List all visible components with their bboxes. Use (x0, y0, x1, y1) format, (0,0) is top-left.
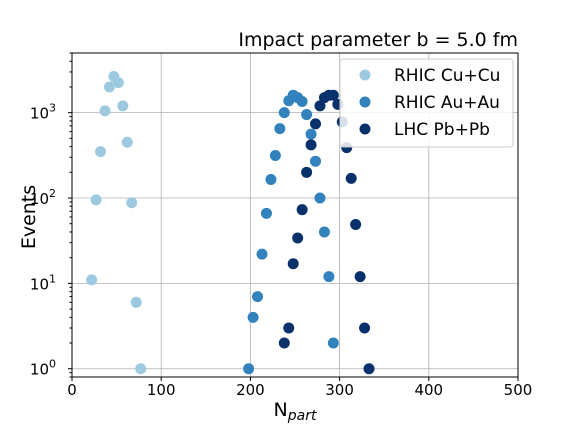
data-point-series-1 (121, 136, 133, 148)
legend-marker (359, 96, 371, 108)
data-point-series-3 (283, 322, 295, 334)
data-point-series-3 (359, 322, 371, 334)
data-point-series-1 (86, 274, 98, 286)
legend: RHIC Cu+Cu RHIC Au+Au LHC Pb+Pb (339, 58, 514, 148)
y-tick-label: 103 (30, 102, 56, 123)
legend-label: RHIC Cu+Cu (394, 66, 500, 86)
data-point-series-2 (305, 128, 317, 140)
x-tick-label: 300 (325, 381, 354, 399)
data-point-series-2 (318, 226, 330, 238)
x-tick-label: 0 (67, 381, 77, 399)
data-point-series-3 (305, 139, 317, 151)
data-point-series-1 (103, 81, 115, 93)
legend-marker (359, 69, 371, 81)
x-axis-title-subscript: part (287, 408, 317, 424)
data-point-series-3 (327, 89, 339, 101)
data-point-series-3 (301, 166, 313, 178)
x-tick-label: 100 (147, 381, 176, 399)
data-point-series-2 (301, 109, 313, 121)
data-point-series-3 (292, 232, 304, 244)
data-point-series-2 (243, 363, 255, 375)
x-axis-title-main: N (274, 399, 288, 421)
y-tick-label: 102 (30, 187, 56, 208)
series-layer (86, 71, 375, 375)
data-point-series-1 (130, 296, 142, 308)
data-point-series-1 (90, 194, 102, 206)
data-point-series-1 (117, 100, 129, 112)
x-axis-title: Npart (274, 399, 317, 424)
data-point-series-1 (126, 197, 138, 209)
x-tick-label: 500 (504, 381, 533, 399)
y-tick-label: 101 (30, 272, 56, 293)
data-point-series-3 (350, 218, 362, 230)
x-tick-label: 200 (236, 381, 265, 399)
data-point-series-2 (247, 311, 259, 323)
data-point-series-2 (265, 173, 277, 185)
x-tick-label: 400 (414, 381, 443, 399)
data-point-series-2 (269, 149, 281, 161)
data-point-series-3 (287, 258, 299, 270)
legend-marker (359, 123, 371, 135)
data-point-series-3 (345, 172, 357, 184)
data-point-series-2 (314, 192, 326, 204)
data-point-series-2 (310, 155, 322, 167)
data-point-series-2 (260, 207, 272, 219)
data-point-series-2 (252, 291, 264, 303)
data-point-series-3 (354, 271, 366, 283)
data-point-series-3 (296, 204, 308, 216)
data-point-series-3 (310, 118, 322, 130)
data-point-series-2 (323, 271, 335, 283)
legend-label: LHC Pb+Pb (394, 120, 490, 140)
data-point-series-2 (274, 123, 286, 135)
data-point-series-3 (314, 100, 326, 112)
chart-title: Impact parameter b = 5.0 fm (238, 29, 518, 51)
data-point-series-2 (278, 107, 290, 119)
data-point-series-2 (256, 248, 268, 260)
data-point-series-1 (112, 77, 124, 89)
y-tick-label: 100 (30, 358, 56, 379)
data-point-series-2 (296, 96, 308, 108)
data-point-series-2 (327, 337, 339, 349)
legend-label: RHIC Au+Au (394, 93, 500, 113)
axes-layer: 0 100 200 300 400 500 100 101 102 103 (30, 52, 533, 399)
data-point-series-1 (95, 146, 107, 158)
data-point-series-1 (135, 363, 147, 375)
plot-frame (71, 52, 519, 378)
y-axis-title: Events (18, 185, 40, 249)
data-point-series-3 (278, 337, 290, 349)
data-point-series-1 (99, 105, 111, 117)
legend-box (339, 58, 514, 148)
data-point-series-3 (363, 363, 375, 375)
